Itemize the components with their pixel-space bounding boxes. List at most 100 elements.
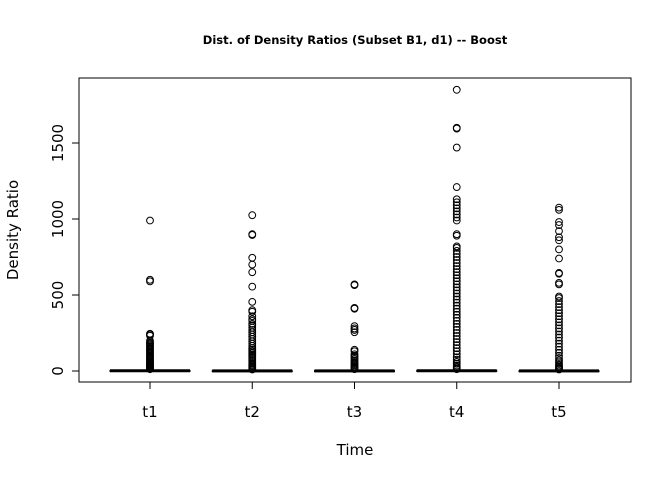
outlier-point [452,124,461,133]
outlier-point [248,365,257,374]
outlier-point [350,322,359,331]
outlier-point [350,365,359,374]
outlier-point [452,326,461,334]
outlier-point [452,313,461,322]
outlier-point [555,309,563,318]
outlier-point [452,207,461,216]
outlier-point [555,354,563,362]
outlier-point [555,221,563,229]
outlier-point [146,365,154,374]
outlier-point [452,316,461,325]
outlier-point [452,268,461,277]
plot-frame [78,77,632,383]
outlier-point [555,336,563,345]
outlier-point [452,350,461,359]
y-tick-label: 500 [49,281,67,310]
outlier-point [555,327,563,336]
outlier-point [248,282,257,291]
outlier-point [555,321,563,330]
outlier-point [452,213,461,222]
outlier-point [555,236,563,245]
chart-title: Dist. of Density Ratios (Subset B1, d1) … [203,33,508,47]
x-tick-label: t4 [449,403,464,421]
outlier-point [555,306,563,315]
outlier-point [555,318,563,327]
outlier-point [555,294,563,302]
x-axis: t1 t2 t3 t4 t5 [142,381,567,421]
outlier-point [452,274,461,283]
outlier-point [452,301,461,310]
outlier-point [555,218,563,226]
outlier-point [555,280,563,289]
x-tick-label: t5 [551,403,566,421]
outlier-point [452,286,461,295]
outlier-point [452,231,461,240]
outlier-point [555,345,563,354]
outlier-point [452,210,461,219]
outlier-point [555,339,563,348]
outlier-point [555,254,563,263]
outlier-point [555,203,563,212]
outlier-point [452,277,461,286]
outlier-point [452,216,461,225]
outlier-point [452,183,461,191]
outlier-point [452,319,461,328]
outlier-point [452,280,461,289]
outlier-point [555,342,563,351]
outlier-point [452,250,461,258]
outlier-point [452,243,461,252]
outlier-point [555,333,563,342]
outlier-point [146,275,154,284]
outlier-point [555,303,563,312]
outlier-point [248,211,257,220]
outlier-point [452,329,461,337]
outlier-point [248,260,257,269]
outlier-point [452,283,461,292]
outlier-point [452,335,461,343]
x-tick-label: t1 [142,403,157,421]
y-tick-label: 0 [49,366,67,376]
outlier-point [452,259,461,267]
outlier-point [555,233,563,242]
outlier-point [452,304,461,313]
outlier-point [452,307,461,316]
outlier-point [452,265,461,274]
outlier-point [555,365,563,374]
outlier-point [555,348,563,357]
outlier-point [555,312,563,321]
outlier-point [350,304,359,313]
outlier-point [452,256,461,264]
outlier-point [248,268,257,277]
outlier-point [555,330,563,339]
outlier-point [452,295,461,304]
outlier-point [452,204,461,213]
outlier-point [452,195,461,204]
outlier-point [452,292,461,301]
y-tick-label: 1500 [49,124,67,162]
x-axis-label: Time [336,441,374,459]
outlier-point [350,281,359,290]
outlier-point [555,324,563,333]
outlier-point [452,323,461,331]
outlier-point [248,297,257,306]
outlier-point [452,338,461,347]
x-tick-label: t2 [245,403,260,421]
outlier-point [350,328,359,337]
outlier-point [146,216,154,225]
outlier-point [555,315,563,324]
outlier-point [555,245,563,254]
x-tick-label: t3 [347,403,362,421]
outlier-point [452,198,461,207]
outlier-point [452,253,461,261]
outlier-point [452,143,461,152]
outlier-point [452,271,461,280]
outlier-point [452,344,461,353]
outlier-point [452,365,461,374]
outlier-point [555,300,563,309]
outlier-point [452,332,461,340]
outlier-point [248,231,257,239]
outlier-point [452,310,461,319]
outlier-point [146,277,154,286]
outlier-point [452,355,461,364]
